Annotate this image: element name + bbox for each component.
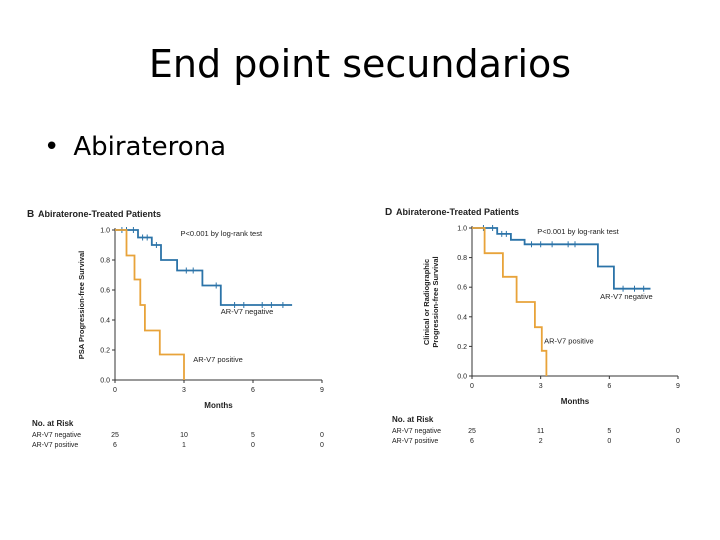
y-axis-label: PSA Progression-free Survival xyxy=(77,251,86,360)
x-tick-label: 3 xyxy=(182,387,186,394)
km-chart-b: B Abiraterone-Treated Patients 0.0 0.2 0.4 0.… xyxy=(27,209,324,449)
slide-title: End point secundarios xyxy=(148,42,572,86)
at-risk-value: 0 xyxy=(676,438,680,445)
at-risk-value: 0 xyxy=(320,442,324,449)
curve-label-positive: AR-V7 positive xyxy=(193,355,243,364)
x-tick-label: 9 xyxy=(320,387,324,394)
km-chart-d: D Abiraterone-Treated Patients 0.0 0.2 0.4 0.… xyxy=(385,207,680,445)
y-axis-label-line: Clinical or Radiographic xyxy=(422,259,431,345)
chart-title: Abiraterone-Treated Patients xyxy=(396,207,519,217)
at-risk-value: 5 xyxy=(251,432,255,439)
at-risk-value: 0 xyxy=(320,432,324,439)
p-value-annotation: P<0.001 by log-rank test xyxy=(537,227,619,236)
curve-label-negative: AR-V7 negative xyxy=(221,307,274,316)
at-risk-row-label: AR-V7 negative xyxy=(392,428,441,435)
x-axis-label: Months xyxy=(561,397,590,406)
at-risk-value: 2 xyxy=(539,438,543,445)
y-axis-label-line: Progression-free Survival xyxy=(431,256,440,347)
panel-letter: B xyxy=(27,209,34,220)
y-tick-label: 0.4 xyxy=(457,314,467,321)
at-risk-row-label: AR-V7 positive xyxy=(392,438,438,445)
y-tick-label: 1.0 xyxy=(100,228,110,235)
y-tick-label: 0.4 xyxy=(100,318,110,325)
p-value-annotation: P<0.001 by log-rank test xyxy=(181,229,263,238)
curve-label-positive: AR-V7 positive xyxy=(544,336,594,345)
x-axis-label: Months xyxy=(204,401,233,410)
bullet-marker: • xyxy=(44,132,60,162)
x-tick-label: 6 xyxy=(251,387,255,394)
at-risk-value: 1 xyxy=(182,442,186,449)
chart-panel-d: D Abiraterone-Treated Patients 0.0 0.2 0.4 0.… xyxy=(384,193,690,463)
y-tick-label: 0.2 xyxy=(100,348,110,355)
bullet-item: • Abiraterona xyxy=(44,132,226,162)
km-curve-negative xyxy=(472,227,651,290)
x-tick-label: 9 xyxy=(676,383,680,390)
chart-title: Abiraterone-Treated Patients xyxy=(38,209,161,219)
km-curve-positive xyxy=(115,229,185,380)
y-tick-label: 0.2 xyxy=(457,344,467,351)
y-tick-label: 0.8 xyxy=(100,258,110,265)
at-risk-value: 25 xyxy=(111,432,119,439)
panel-letter: D xyxy=(385,207,392,218)
chart-panel-b: B Abiraterone-Treated Patients 0.0 0.2 0.4 0.… xyxy=(22,195,340,465)
y-tick-label: 0.6 xyxy=(457,285,467,292)
curve-label-negative: AR-V7 negative xyxy=(600,292,653,301)
at-risk-row-label: AR-V7 positive xyxy=(32,442,78,449)
at-risk-value: 0 xyxy=(607,438,611,445)
km-curve-negative xyxy=(115,229,293,306)
at-risk-value: 11 xyxy=(537,428,544,435)
x-tick-label: 6 xyxy=(607,383,611,390)
y-tick-label: 0.6 xyxy=(100,288,110,295)
y-tick-label: 0.0 xyxy=(457,374,467,381)
x-tick-label: 0 xyxy=(113,387,117,394)
at-risk-title: No. at Risk xyxy=(32,419,74,428)
x-tick-label: 3 xyxy=(539,383,543,390)
km-curve-positive xyxy=(472,227,548,376)
at-risk-value: 6 xyxy=(113,442,117,449)
at-risk-value: 5 xyxy=(607,428,611,435)
at-risk-value: 0 xyxy=(251,442,255,449)
at-risk-title: No. at Risk xyxy=(392,415,434,424)
at-risk-value: 6 xyxy=(470,438,474,445)
at-risk-value: 25 xyxy=(468,428,476,435)
bullet-text: Abiraterona xyxy=(73,132,227,162)
y-tick-label: 0.8 xyxy=(457,255,467,262)
x-tick-label: 0 xyxy=(470,383,474,390)
y-tick-label: 1.0 xyxy=(457,226,467,233)
at-risk-row-label: AR-V7 negative xyxy=(32,432,81,439)
at-risk-value: 0 xyxy=(676,428,680,435)
at-risk-value: 10 xyxy=(180,432,188,439)
y-tick-label: 0.0 xyxy=(100,378,110,385)
